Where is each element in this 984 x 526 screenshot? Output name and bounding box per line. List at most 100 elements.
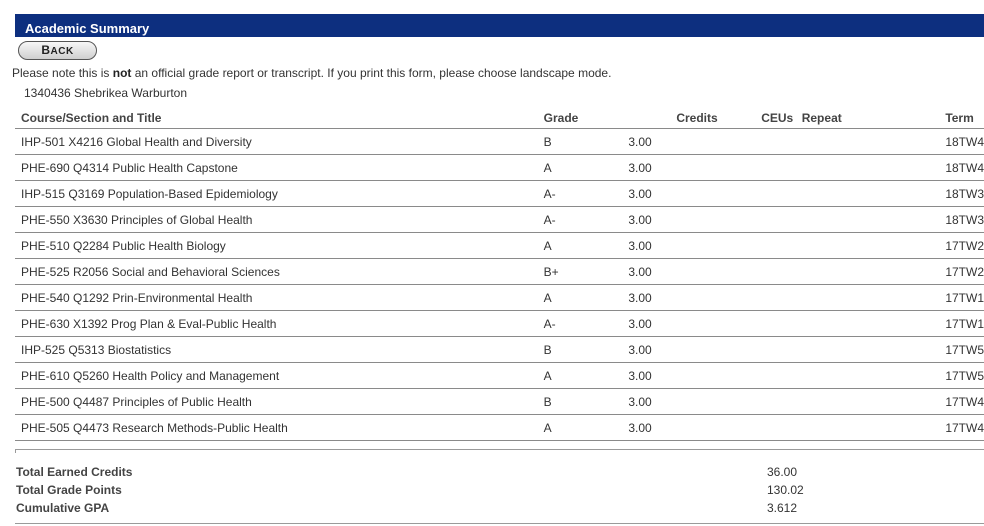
totals-divider — [15, 449, 984, 453]
disclaimer-note: Please note this is not an official grad… — [12, 66, 611, 80]
cell-grade: A- — [543, 205, 629, 232]
cell-repeat — [849, 179, 946, 206]
cell-credits: 3.00 — [628, 153, 762, 180]
total-label: Total Earned Credits — [16, 465, 133, 479]
cell-term: 17TW5 — [945, 335, 984, 362]
cell-term: 17TW1 — [945, 283, 984, 310]
cell-credits: 3.00 — [628, 361, 762, 388]
table-row: IHP-501 X4216 Global Health and Diversit… — [15, 127, 984, 154]
cell-course: PHE-505 Q4473 Research Methods-Public He… — [15, 413, 544, 441]
cell-ceus — [761, 127, 850, 154]
cell-course: PHE-610 Q5260 Health Policy and Manageme… — [15, 361, 544, 388]
cell-course: IHP-525 Q5313 Biostatistics — [15, 335, 544, 362]
cell-repeat — [849, 127, 946, 154]
header-course: Course/Section and Title — [21, 110, 162, 125]
cell-grade: B — [543, 335, 629, 362]
cell-credits: 3.00 — [628, 205, 762, 232]
cell-credits: 3.00 — [628, 283, 762, 310]
cell-grade: B — [543, 387, 629, 414]
cell-course: PHE-525 R2056 Social and Behavioral Scie… — [15, 257, 544, 284]
header-term: Term — [945, 110, 974, 125]
cell-repeat — [849, 153, 946, 180]
total-row: Total Earned Credits 36.00 — [16, 465, 966, 483]
student-id-name: 1340436 Shebrikea Warburton — [24, 86, 187, 100]
cell-repeat — [849, 387, 946, 414]
cell-repeat — [849, 205, 946, 232]
header-repeat: Repeat — [801, 110, 842, 125]
cell-ceus — [761, 387, 850, 414]
cell-repeat — [849, 283, 946, 310]
cell-repeat — [849, 335, 946, 362]
table-row: PHE-540 Q1292 Prin-Environmental Health A… — [15, 283, 984, 310]
cell-course: IHP-501 X4216 Global Health and Diversit… — [15, 127, 544, 154]
cell-credits: 3.00 — [628, 413, 762, 441]
cell-repeat — [849, 413, 946, 441]
cell-grade: A- — [543, 179, 629, 206]
table-row: PHE-510 Q2284 Public Health Biology A 3.00… — [15, 231, 984, 258]
cell-ceus — [761, 205, 850, 232]
cell-ceus — [761, 257, 850, 284]
cell-credits: 3.00 — [628, 257, 762, 284]
header-grade: Grade — [543, 110, 579, 125]
cell-grade: A — [543, 413, 629, 441]
table-row: IHP-515 Q3169 Population-Based Epidemiol… — [15, 179, 984, 206]
cell-term: 17TW4 — [945, 387, 984, 414]
section-header: Academic Summary — [15, 14, 984, 37]
cell-ceus — [761, 231, 850, 258]
total-row: Cumulative GPA 3.612 — [16, 501, 966, 519]
cell-repeat — [849, 257, 946, 284]
table-row: PHE-505 Q4473 Research Methods-Public He… — [15, 413, 984, 441]
disclaimer-emphasis: not — [112, 66, 132, 80]
cell-grade: B — [543, 127, 629, 154]
cell-term: 17TW1 — [945, 309, 984, 336]
cell-credits: 3.00 — [628, 335, 762, 362]
table-row: PHE-550 X3630 Principles of Global Healt… — [15, 205, 984, 232]
cell-ceus — [761, 179, 850, 206]
cell-credits: 3.00 — [628, 127, 762, 154]
cell-credits: 3.00 — [628, 309, 762, 336]
back-label-initial: B — [41, 43, 51, 57]
table-row: PHE-690 Q4314 Public Health Capstone A 3.0… — [15, 153, 984, 180]
total-value: 3.612 — [767, 501, 798, 515]
table-row: IHP-525 Q5313 Biostatistics B 3.00 17TW5 — [15, 335, 984, 362]
bottom-rule — [15, 523, 984, 524]
cell-term: 18TW4 — [945, 153, 984, 180]
cell-course: PHE-690 Q4314 Public Health Capstone — [15, 153, 544, 180]
total-row: Total Grade Points 130.02 — [16, 483, 966, 501]
cell-term: 17TW2 — [945, 231, 984, 258]
grades-table: Course/Section and Title Grade Credits C… — [15, 104, 984, 441]
table-row: PHE-630 X1392 Prog Plan & Eval-Public He… — [15, 309, 984, 336]
cell-ceus — [761, 413, 850, 441]
cell-term: 17TW2 — [945, 257, 984, 284]
total-value: 130.02 — [767, 483, 804, 497]
cell-term: 18TW4 — [945, 127, 984, 154]
cell-course: PHE-550 X3630 Principles of Global Healt… — [15, 205, 544, 232]
cell-course: PHE-630 X1392 Prog Plan & Eval-Public He… — [15, 309, 544, 336]
total-value: 36.00 — [767, 465, 798, 479]
cell-grade: A — [543, 153, 629, 180]
table-row: PHE-610 Q5260 Health Policy and Manageme… — [15, 361, 984, 388]
cell-grade: A — [543, 283, 629, 310]
cell-repeat — [849, 309, 946, 336]
cell-term: 17TW5 — [945, 361, 984, 388]
cell-ceus — [761, 283, 850, 310]
cell-course: IHP-515 Q3169 Population-Based Epidemiol… — [15, 179, 544, 206]
cell-credits: 3.00 — [628, 179, 762, 206]
totals-section: Total Earned Credits 36.00 Total Grade P… — [16, 465, 966, 519]
total-label: Cumulative GPA — [16, 501, 110, 515]
back-button[interactable]: BACK — [18, 41, 97, 60]
cell-term: 18TW3 — [945, 179, 984, 206]
cell-ceus — [761, 361, 850, 388]
cell-grade: B+ — [543, 257, 629, 284]
cell-course: PHE-510 Q2284 Public Health Biology — [15, 231, 544, 258]
cell-credits: 3.00 — [628, 231, 762, 258]
back-label-rest: ACK — [50, 46, 74, 57]
cell-ceus — [761, 309, 850, 336]
cell-ceus — [761, 153, 850, 180]
cell-grade: A- — [543, 309, 629, 336]
cell-grade: A — [543, 231, 629, 258]
table-row: PHE-525 R2056 Social and Behavioral Scie… — [15, 257, 984, 284]
total-label: Total Grade Points — [16, 483, 122, 497]
header-credits: Credits — [676, 110, 718, 125]
cell-grade: A — [543, 361, 629, 388]
